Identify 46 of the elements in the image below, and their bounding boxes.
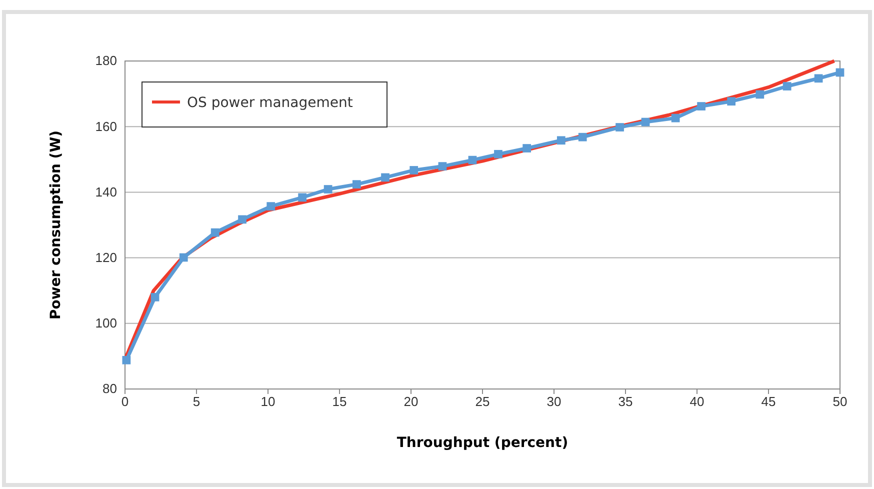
point: [410, 166, 418, 174]
point: [782, 82, 792, 90]
point: [298, 193, 307, 202]
x-tick-label: 45: [761, 394, 776, 410]
y-tick-label: 100: [95, 316, 117, 331]
y-tick-label: 180: [95, 53, 117, 68]
point: [578, 132, 587, 142]
point: [179, 253, 188, 262]
x-tick-label: 10: [260, 394, 276, 410]
point: [756, 90, 764, 99]
point: [671, 114, 680, 122]
point: [381, 173, 390, 182]
point: [238, 215, 246, 224]
point: [210, 228, 220, 237]
x-tick-label: 35: [618, 394, 633, 410]
x-tick-label: 5: [192, 394, 200, 410]
y-tick-label: 120: [95, 250, 117, 265]
x-tick-label: 30: [546, 394, 562, 410]
x-tick-label: 40: [690, 394, 704, 410]
y-tick-label: 80: [102, 381, 117, 396]
point: [522, 144, 532, 152]
point: [641, 118, 650, 126]
x-tick-label: 50: [832, 394, 848, 410]
point: [556, 136, 566, 145]
point: [266, 202, 276, 210]
point: [814, 74, 823, 83]
x-tick-label: 20: [404, 394, 418, 410]
point: [352, 180, 361, 189]
point: [836, 68, 844, 77]
legend-label: OS power management: [187, 95, 354, 111]
point: [468, 156, 477, 164]
x-tick-label: 15: [332, 394, 347, 410]
point: [324, 185, 332, 194]
point: [438, 162, 447, 170]
y-axis-title: Power consumption (W): [48, 130, 64, 320]
x-tick-label: 0: [121, 394, 129, 410]
point: [150, 292, 160, 302]
point: [616, 123, 624, 132]
y-tick-label: 160: [95, 118, 117, 134]
x-axis-title: Throughput (percent): [396, 435, 568, 451]
x-tick-label: 25: [475, 394, 490, 410]
point: [494, 150, 502, 158]
point: [122, 356, 131, 364]
point: [697, 102, 706, 110]
y-tick-label: 140: [95, 184, 117, 200]
point: [727, 97, 736, 106]
